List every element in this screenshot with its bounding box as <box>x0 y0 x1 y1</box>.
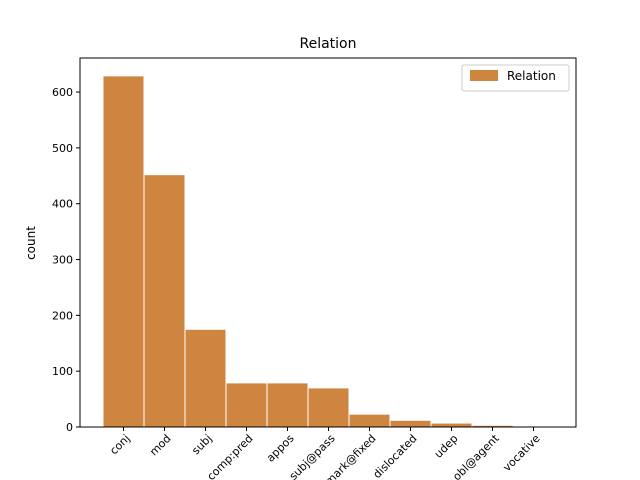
y-tick-label: 0 <box>66 421 73 434</box>
chart-title: Relation <box>300 36 357 52</box>
x-tick-label: vocative <box>500 432 542 474</box>
y-tick-label: 100 <box>52 365 73 378</box>
y-axis-label: count <box>24 226 38 260</box>
y-tick-label: 600 <box>52 86 73 99</box>
bar <box>225 382 268 428</box>
bar <box>102 75 145 428</box>
bar <box>266 382 309 428</box>
x-tick-label: udep <box>432 432 461 461</box>
x-tick-label: dislocated <box>371 432 420 480</box>
legend-label: Relation <box>507 69 556 83</box>
bar <box>348 413 391 428</box>
x-tick-label: appos <box>264 432 297 465</box>
x-tick-label: subj <box>189 432 214 457</box>
legend: Relation <box>461 64 570 92</box>
bar <box>430 422 473 428</box>
legend-swatch <box>470 70 498 81</box>
y-tick-label: 200 <box>52 309 73 322</box>
bar <box>389 419 432 428</box>
bar <box>307 387 350 428</box>
y-tick-label: 500 <box>52 142 73 155</box>
y-tick-label: 300 <box>52 254 73 267</box>
x-tick-label: mod <box>147 432 173 458</box>
bar <box>143 174 186 428</box>
y-tick-label: 400 <box>52 198 73 211</box>
bar <box>184 328 227 428</box>
x-tick-label: conj <box>107 432 132 457</box>
